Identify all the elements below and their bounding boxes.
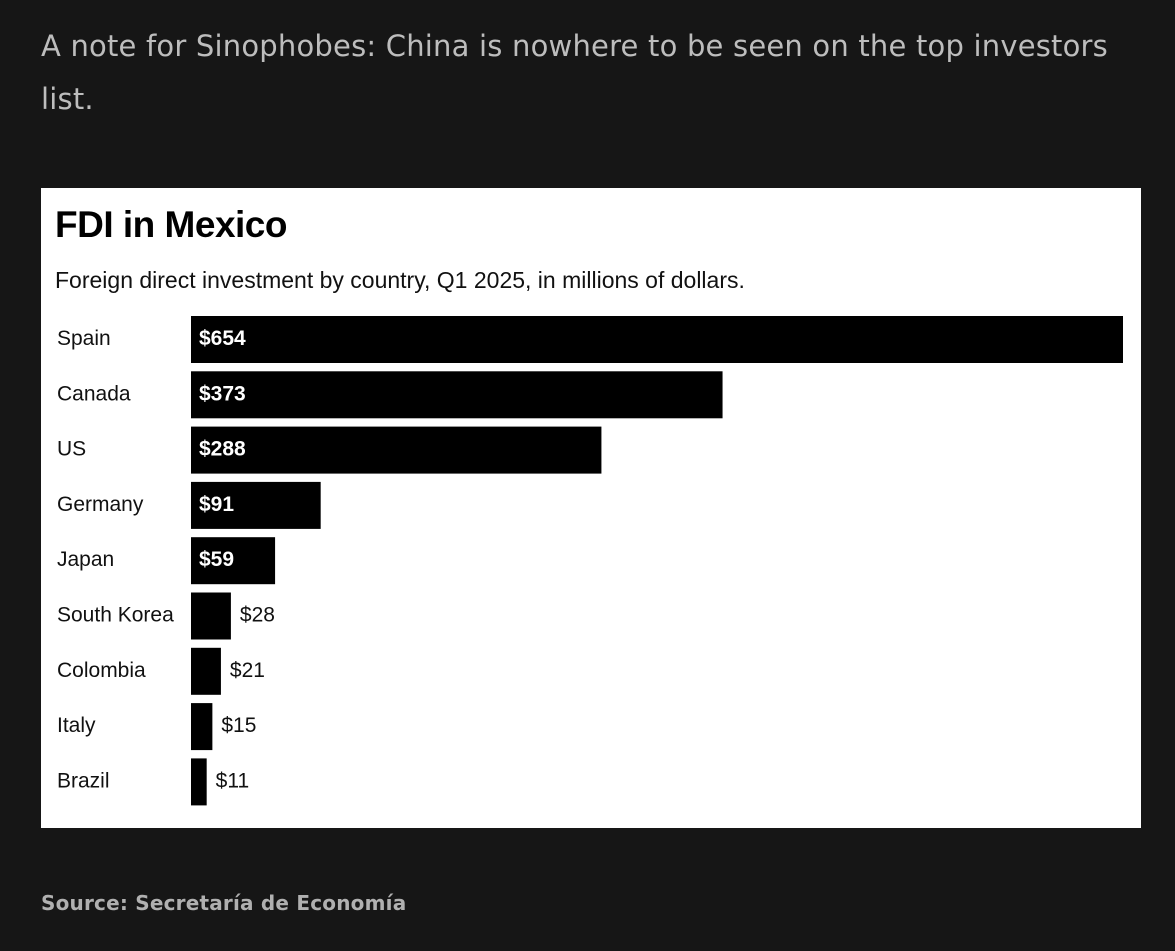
category-label: South Korea — [57, 604, 174, 627]
post-text: A note for Sinophobes: China is nowhere … — [41, 29, 1108, 116]
value-label: $11 — [216, 769, 249, 792]
value-label: $373 — [199, 382, 246, 405]
bar — [191, 703, 213, 751]
chart-card: FDI in Mexico Foreign direct investment … — [41, 188, 1141, 828]
category-label: Canada — [57, 382, 131, 405]
value-label: $59 — [199, 548, 234, 571]
bar — [191, 758, 207, 806]
bar — [191, 481, 321, 529]
value-label: $21 — [230, 659, 265, 682]
chart-title: FDI in Mexico — [55, 204, 287, 245]
category-label: Colombia — [57, 659, 146, 682]
category-label: Brazil — [57, 769, 110, 792]
bar — [191, 537, 276, 585]
value-label: $654 — [199, 327, 246, 350]
bar — [191, 426, 602, 474]
bar — [191, 316, 1123, 363]
bar — [191, 592, 231, 640]
bar — [191, 371, 723, 419]
category-label: Italy — [57, 714, 96, 737]
category-label: Spain — [57, 327, 111, 350]
value-label: $91 — [199, 493, 234, 516]
category-label: Japan — [57, 548, 114, 571]
bar-chart: Spain $654 Canada $373 US $288 Germany $91 Japan… — [57, 316, 1123, 806]
value-label: $15 — [221, 714, 256, 737]
chart-subtitle: Foreign direct investment by country, Q1… — [55, 267, 745, 293]
category-label: Germany — [57, 493, 144, 516]
bar — [191, 647, 221, 695]
category-label: US — [57, 438, 86, 461]
value-label: $28 — [240, 604, 275, 627]
source-note: Source: Secretaría de Economía — [41, 891, 407, 915]
value-label: $288 — [199, 438, 246, 461]
